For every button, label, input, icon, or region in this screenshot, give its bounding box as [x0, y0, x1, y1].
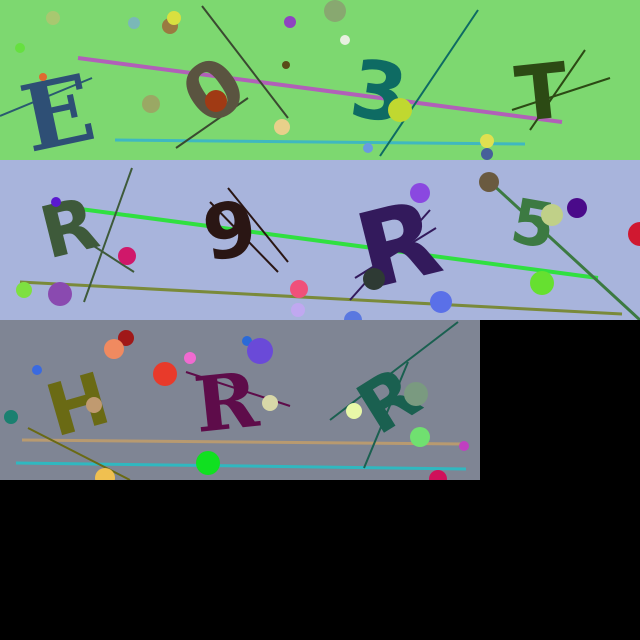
noise-dot: [51, 197, 61, 207]
noise-dot: [167, 11, 181, 25]
noise-dot: [429, 470, 447, 480]
noise-dot: [324, 0, 346, 22]
noise-line: [77, 56, 563, 124]
noise-dot: [628, 222, 640, 246]
captcha-3-background: [0, 320, 480, 480]
noise-line: [0, 77, 93, 117]
noise-dot: [282, 61, 290, 69]
noise-dot: [4, 410, 18, 424]
noise-dot: [104, 339, 124, 359]
noise-dot: [290, 280, 308, 298]
noise-dot: [15, 43, 25, 53]
noise-line: [209, 201, 279, 273]
noise-line: [175, 97, 249, 149]
noise-dot: [142, 95, 160, 113]
noise-dot: [410, 427, 430, 447]
noise-line: [71, 231, 135, 273]
noise-dot: [247, 338, 273, 364]
noise-dot: [118, 247, 136, 265]
noise-dot: [344, 311, 362, 320]
captcha-image-2: R 9 R 5: [0, 160, 640, 320]
captcha-char: T: [511, 45, 572, 139]
noise-dot: [284, 16, 296, 28]
noise-dot: [196, 451, 220, 475]
empty-area: [0, 480, 640, 640]
noise-dot: [32, 365, 42, 375]
noise-dot: [95, 468, 115, 480]
noise-dot: [48, 282, 72, 306]
empty-area: [480, 320, 640, 480]
noise-line: [488, 180, 640, 320]
noise-line: [227, 187, 289, 263]
noise-dot: [118, 330, 134, 346]
noise-dot: [404, 382, 428, 406]
noise-dot: [459, 441, 469, 451]
noise-dot: [340, 35, 350, 45]
noise-dot: [128, 17, 140, 29]
noise-line: [57, 204, 599, 280]
noise-dot: [363, 143, 373, 153]
noise-dot: [205, 90, 227, 112]
noise-dot: [16, 282, 32, 298]
noise-dot: [346, 403, 362, 419]
noise-line: [363, 361, 409, 469]
noise-line: [379, 9, 479, 157]
noise-dot: [274, 119, 290, 135]
noise-line: [19, 280, 623, 316]
noise-line: [21, 438, 465, 446]
noise-dot: [39, 73, 47, 81]
noise-line: [511, 77, 611, 111]
noise-dot: [430, 291, 452, 313]
noise-dot: [410, 183, 430, 203]
noise-dot: [530, 271, 554, 295]
noise-dot: [480, 134, 494, 148]
noise-dot: [86, 397, 102, 413]
captcha-char: 9: [197, 183, 262, 278]
noise-dot: [153, 362, 177, 386]
captcha-char: 3: [345, 42, 413, 142]
noise-line: [349, 209, 431, 301]
noise-dot: [363, 268, 385, 290]
noise-dot: [567, 198, 587, 218]
noise-line: [529, 49, 586, 131]
noise-dot: [184, 352, 196, 364]
noise-dot: [388, 98, 412, 122]
captcha-image-1: E 0 3 T: [0, 0, 640, 160]
noise-line: [15, 461, 467, 471]
noise-line: [27, 427, 131, 480]
noise-line: [201, 5, 289, 119]
noise-dot: [481, 148, 493, 160]
captcha-1-background: [0, 0, 640, 160]
noise-dot: [262, 395, 278, 411]
noise-dot: [541, 204, 563, 226]
captcha-image-3: H R R: [0, 320, 480, 480]
noise-dot: [291, 303, 305, 317]
noise-line: [114, 138, 526, 146]
noise-dot: [46, 11, 60, 25]
captcha-char: R: [190, 355, 263, 450]
noise-dot: [479, 172, 499, 192]
noise-line: [83, 167, 133, 303]
